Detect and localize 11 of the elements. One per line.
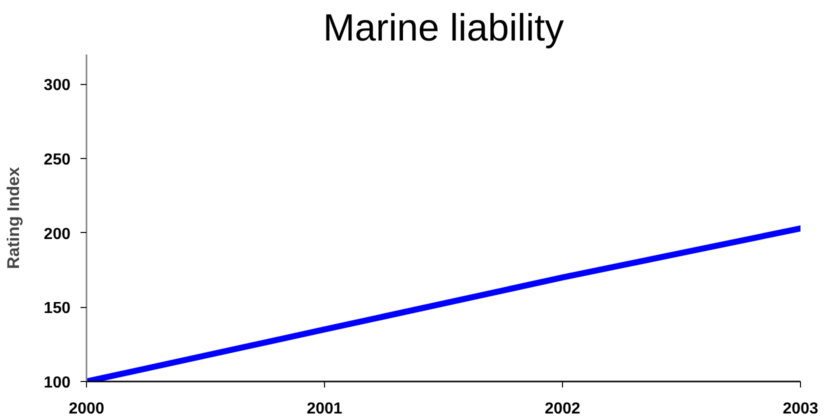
y-tick-label: 100 <box>44 374 71 392</box>
y-tick-label: 200 <box>44 226 71 243</box>
x-tick-label: 2000 <box>68 400 104 416</box>
x-tick-label: 2001 <box>306 400 342 416</box>
x-tick-label: 2002 <box>544 400 580 416</box>
y-tick-label: 250 <box>44 152 71 169</box>
y-tick-label: 300 <box>44 77 71 94</box>
chart-title: Marine liability <box>323 8 564 50</box>
y-tick-label: 150 <box>44 300 71 318</box>
y-axis-title: Rating Index <box>4 166 23 270</box>
x-tick-label: 2003 <box>782 400 818 416</box>
